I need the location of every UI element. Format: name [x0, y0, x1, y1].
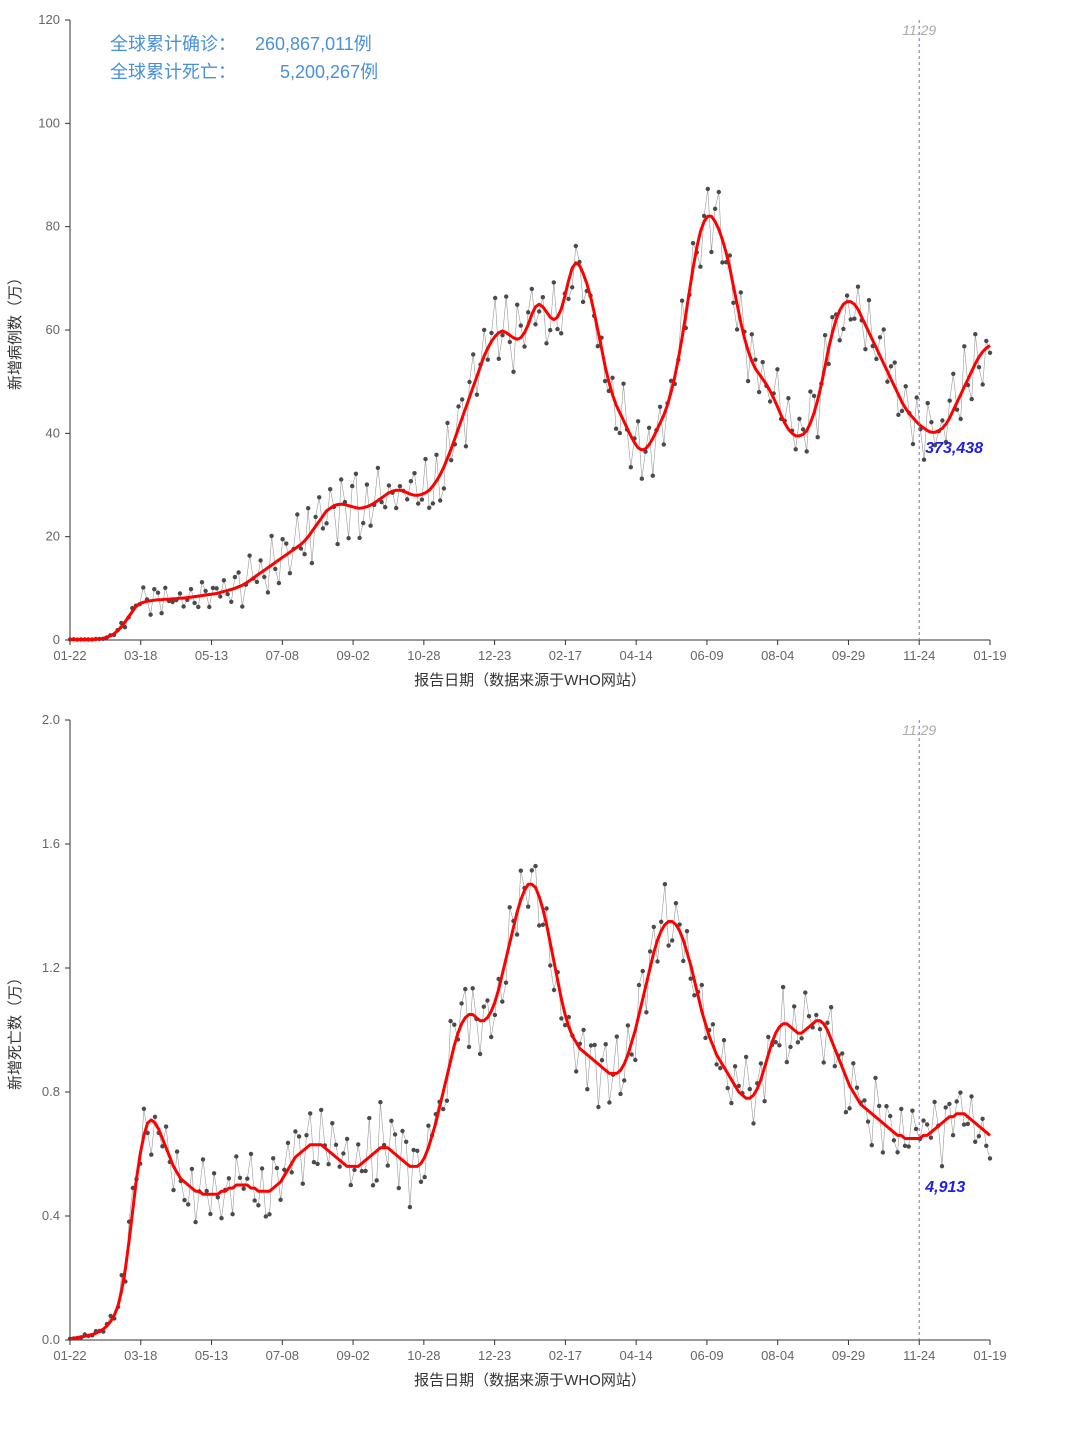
scatter-connect-line — [70, 189, 990, 640]
x-tick-label: 09-29 — [832, 1348, 865, 1363]
x-tick-label: 05-13 — [195, 648, 228, 663]
y-tick-label: 20 — [46, 529, 60, 544]
y-tick-label: 1.2 — [42, 960, 60, 975]
trend-line — [70, 216, 990, 639]
y-axis-label: 新增病例数（万） — [7, 270, 24, 390]
x-tick-label: 01-19 — [973, 1348, 1006, 1363]
scatter-connect-line — [70, 866, 990, 1339]
trend-line — [70, 884, 990, 1338]
x-tick-label: 09-02 — [336, 648, 369, 663]
scatter-points — [68, 187, 992, 642]
x-tick-label: 12-23 — [478, 648, 511, 663]
x-tick-label: 09-29 — [832, 648, 865, 663]
x-axis-label: 报告日期（数据来源于WHO网站） — [414, 672, 646, 689]
scatter-points — [68, 864, 992, 1341]
x-tick-label: 01-19 — [973, 648, 1006, 663]
marker-date-label: 11:29 — [902, 722, 936, 738]
marker-value-label: 373,438 — [925, 440, 983, 457]
marker-date-label: 11:29 — [902, 22, 936, 38]
marker-value-label: 4,913 — [924, 1179, 965, 1196]
y-tick-label: 0.4 — [42, 1208, 60, 1223]
x-axis-label: 报告日期（数据来源于WHO网站） — [414, 1372, 646, 1389]
y-tick-label: 0.0 — [42, 1332, 60, 1347]
deaths-chart: 0.0 0.4 0.8 1.2 1.6 2.0 新增死亡数（万） 01-22 03-18 05-1… — [0, 700, 1080, 1400]
cases-chart: 0 20 40 60 80 100 120 新增病例数（万） 01-22 03-18 05-13 07… — [0, 0, 1080, 700]
x-tick-label: 06-09 — [690, 1348, 723, 1363]
y-tick-label: 40 — [46, 425, 60, 440]
y-tick-label: 80 — [46, 219, 60, 234]
x-tick-label: 11-24 — [903, 648, 935, 663]
x-tick-label: 12-23 — [478, 1348, 511, 1363]
annotation-confirmed-label: 全球累计确诊： — [110, 34, 236, 54]
x-tick-label: 10-28 — [407, 1348, 440, 1363]
x-tick-label: 07-08 — [266, 648, 299, 663]
x-tick-label: 05-13 — [195, 1348, 228, 1363]
y-tick-label: 100 — [38, 115, 60, 130]
x-tick-label: 02-17 — [549, 1348, 582, 1363]
y-tick-label: 1.6 — [42, 836, 60, 851]
y-tick-label: 0 — [53, 632, 60, 647]
y-axis-label: 新增死亡数（万） — [7, 970, 24, 1090]
annotation-confirmed-value: 260,867,011例 — [255, 34, 372, 54]
deaths-chart-container: 0.0 0.4 0.8 1.2 1.6 2.0 新增死亡数（万） 01-22 03-18 05-1… — [0, 700, 1080, 1400]
x-tick-label: 03-18 — [124, 1348, 157, 1363]
annotation-deaths-value: 5,200,267例 — [280, 62, 378, 82]
y-tick-label: 0.8 — [42, 1084, 60, 1099]
x-tick-label: 09-02 — [336, 1348, 369, 1363]
x-tick-label: 11-24 — [903, 1348, 935, 1363]
x-tick-label: 10-28 — [407, 648, 440, 663]
x-tick-label: 02-17 — [549, 648, 582, 663]
x-tick-label: 08-04 — [761, 648, 794, 663]
x-tick-label: 03-18 — [124, 648, 157, 663]
y-tick-label: 60 — [46, 322, 60, 337]
x-tick-label: 01-22 — [53, 1348, 86, 1363]
y-tick-label: 120 — [38, 12, 60, 27]
x-tick-label: 07-08 — [266, 1348, 299, 1363]
annotation-deaths-label: 全球累计死亡： — [110, 62, 236, 82]
cases-chart-container: 0 20 40 60 80 100 120 新增病例数（万） 01-22 03-18 05-13 07… — [0, 0, 1080, 700]
y-tick-label: 2.0 — [42, 712, 60, 727]
x-tick-label: 01-22 — [53, 648, 86, 663]
x-tick-label: 04-14 — [620, 1348, 653, 1363]
x-tick-label: 06-09 — [690, 648, 723, 663]
x-tick-label: 04-14 — [620, 648, 653, 663]
x-tick-label: 08-04 — [761, 1348, 794, 1363]
